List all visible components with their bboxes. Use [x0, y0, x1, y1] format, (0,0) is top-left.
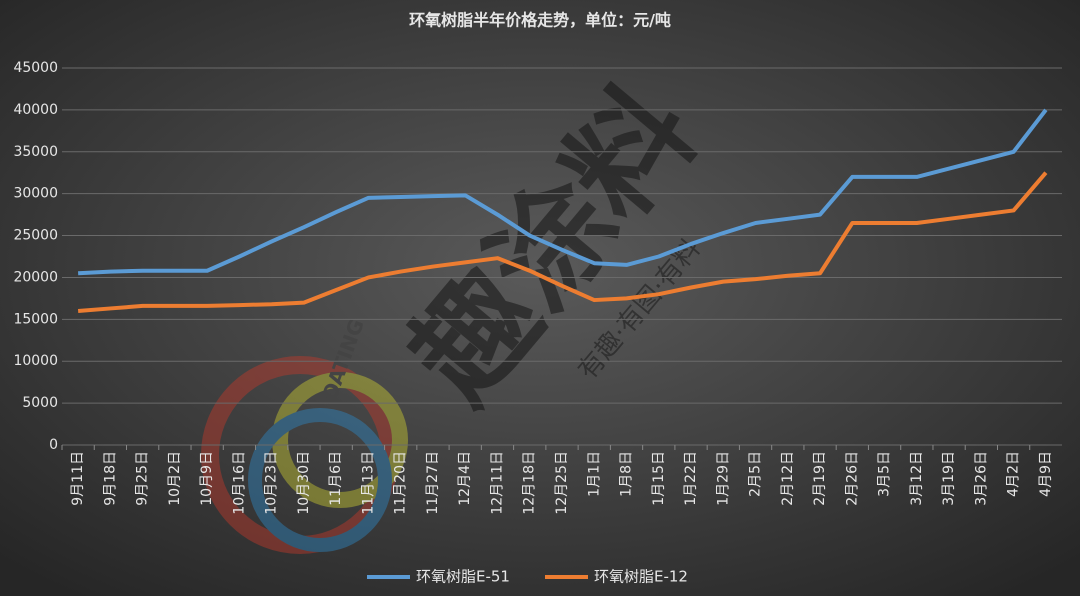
y-tick-label: 15000: [13, 311, 58, 327]
x-tick-label: 2月5日: [748, 451, 764, 497]
x-tick-label: 12月11日: [489, 451, 505, 515]
y-tick-label: 30000: [13, 186, 58, 202]
x-tick-label: 1月1日: [586, 451, 602, 497]
y-tick-label: 35000: [13, 144, 58, 160]
x-tick-label: 10月16日: [231, 451, 247, 515]
x-tick-label: 11月13日: [360, 451, 376, 515]
x-tick-label: 12月4日: [457, 451, 473, 506]
y-tick-label: 5000: [22, 395, 58, 411]
x-tick-label: 12月25日: [554, 451, 570, 515]
x-tick-label: 9月25日: [135, 451, 151, 506]
legend: 环氧树脂E-51 环氧树脂E-12: [367, 568, 688, 586]
chart-title: 环氧树脂半年价格走势，单位：元/吨: [409, 11, 671, 30]
x-tick-label: 1月8日: [619, 451, 635, 497]
legend-label: 环氧树脂E-51: [416, 568, 510, 586]
x-tick-label: 3月19日: [941, 451, 957, 506]
x-tick-label: 10月30日: [296, 451, 312, 515]
series-line: [78, 108, 1048, 276]
x-tick-label: 2月12日: [780, 451, 796, 506]
x-tick-label: 1月22日: [683, 451, 699, 506]
legend-label: 环氧树脂E-12: [594, 568, 688, 586]
y-tick-label: 10000: [13, 353, 58, 369]
x-tick-label: 2月26日: [844, 451, 860, 506]
x-tick-label: 10月23日: [264, 451, 280, 515]
y-tick-label: 20000: [13, 269, 58, 285]
y-tick-label: 0: [49, 437, 58, 453]
y-tick-label: 40000: [13, 102, 58, 118]
x-tick-label: 9月11日: [70, 451, 86, 506]
x-tick-label: 10月9日: [199, 451, 215, 506]
x-tick-label: 1月15日: [651, 451, 667, 506]
y-tick-label: 45000: [13, 60, 58, 76]
series-line: [77, 171, 1048, 313]
x-tick-label: 3月26日: [973, 451, 989, 506]
x-tick-label: 12月18日: [522, 451, 538, 515]
x-tick-label: 3月5日: [877, 451, 893, 497]
x-tick-label: 10月2日: [167, 451, 183, 506]
x-tick-label: 3月12日: [909, 451, 925, 506]
x-tick-label: 4月9日: [1038, 451, 1054, 497]
logo: [201, 356, 408, 554]
x-tick-label: 1月29日: [715, 451, 731, 506]
y-tick-label: 25000: [13, 228, 58, 244]
x-tick-label: 11月20日: [393, 451, 409, 515]
x-tick-label: 4月2日: [1006, 451, 1022, 497]
x-tick-label: 9月18日: [102, 451, 118, 506]
x-tick-label: 11月6日: [328, 451, 344, 506]
x-tick-label: 2月19日: [812, 451, 828, 506]
x-tick-label: 11月27日: [425, 451, 441, 515]
